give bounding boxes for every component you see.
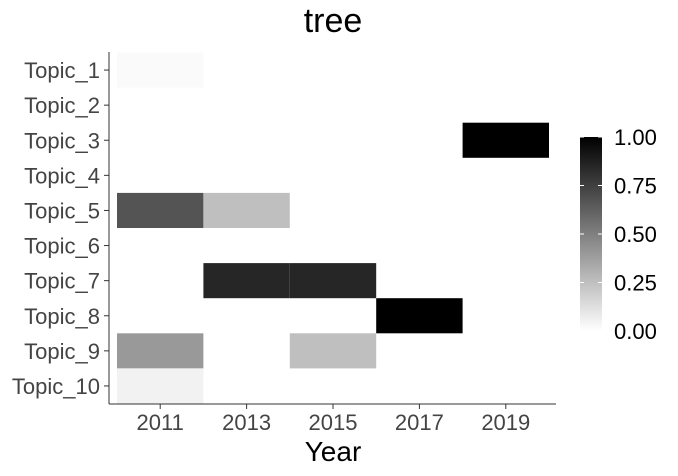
heatmap-cell-topic-1-2010 xyxy=(117,52,204,88)
x-tick-label: 2017 xyxy=(395,410,444,435)
heatmap-cell-topic-8-2016 xyxy=(376,298,463,334)
y-tick-label: Topic_4 xyxy=(24,163,100,188)
heatmap-cell-topic-7-2014 xyxy=(289,263,377,299)
y-axis: Topic_1 Topic_2 Topic_3 Topic_4 Topic_5 Topic… xyxy=(12,52,110,404)
colorbar-label: 0.00 xyxy=(614,319,657,344)
y-tick-label: Topic_5 xyxy=(24,198,100,223)
chart-title: tree xyxy=(304,2,363,40)
heatmap-cells xyxy=(117,52,549,404)
heatmap-cell-topic-3-2018 xyxy=(462,122,549,158)
colorbar-label: 0.50 xyxy=(614,222,657,247)
x-axis-title: Year xyxy=(305,436,362,467)
heatmap-cell-topic-9-2010 xyxy=(117,333,204,369)
y-tick-label: Topic_7 xyxy=(24,269,100,294)
y-tick-label: Topic_1 xyxy=(24,58,100,83)
colorbar-legend: 0.00 0.25 0.50 0.75 1.00 xyxy=(580,125,657,344)
x-tick-label: 2019 xyxy=(481,410,530,435)
y-tick-label: Topic_6 xyxy=(24,234,100,259)
colorbar-gradient xyxy=(580,137,602,331)
y-tick-label: Topic_10 xyxy=(12,374,100,399)
colorbar-label: 0.75 xyxy=(614,174,657,199)
y-tick-label: Topic_3 xyxy=(24,128,100,153)
colorbar-label: 0.25 xyxy=(614,271,657,296)
colorbar-label: 1.00 xyxy=(614,125,657,150)
heatmap-cell-topic-5-2012 xyxy=(203,192,290,228)
x-tick-label: 2011 xyxy=(137,410,184,435)
y-tick-label: Topic_8 xyxy=(24,304,100,329)
heatmap-cell-topic-7-2012 xyxy=(203,263,290,299)
x-tick-label: 2013 xyxy=(222,410,271,435)
heatmap-cell-topic-10-2010 xyxy=(117,368,204,404)
y-tick-label: Topic_2 xyxy=(24,93,100,118)
heatmap-cell-topic-5-2010 xyxy=(117,192,204,228)
heatmap-cell-topic-9-2014 xyxy=(289,333,377,369)
x-tick-label: 2015 xyxy=(309,410,358,435)
y-tick-label: Topic_9 xyxy=(24,339,100,364)
x-axis: 2011 2013 2015 2017 2019 xyxy=(109,403,556,435)
